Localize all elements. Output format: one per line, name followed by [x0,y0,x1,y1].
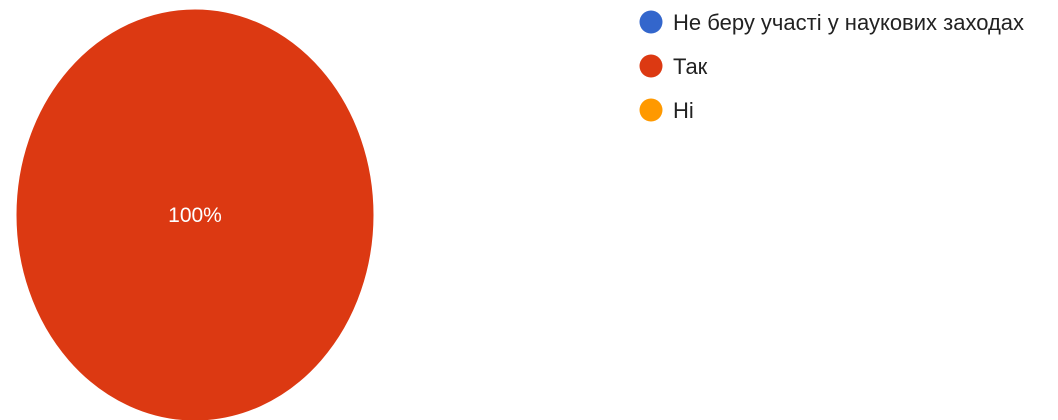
legend-item: Не беру участі у наукових заходах [640,10,1025,35]
legend-label: Не беру участі у наукових заходах [673,10,1024,35]
chart-legend: Не беру участі у наукових заходах Так Ні [640,10,1025,123]
legend-item: Так [640,54,708,79]
legend-label: Ні [673,98,694,123]
legend-swatch [640,11,663,34]
legend-item: Ні [640,98,694,123]
slice-value-label: 100% [168,204,222,227]
legend-swatch [640,99,663,122]
legend-label: Так [673,54,708,79]
pie-slice-labels: 100% [168,204,222,227]
legend-swatch [640,55,663,78]
